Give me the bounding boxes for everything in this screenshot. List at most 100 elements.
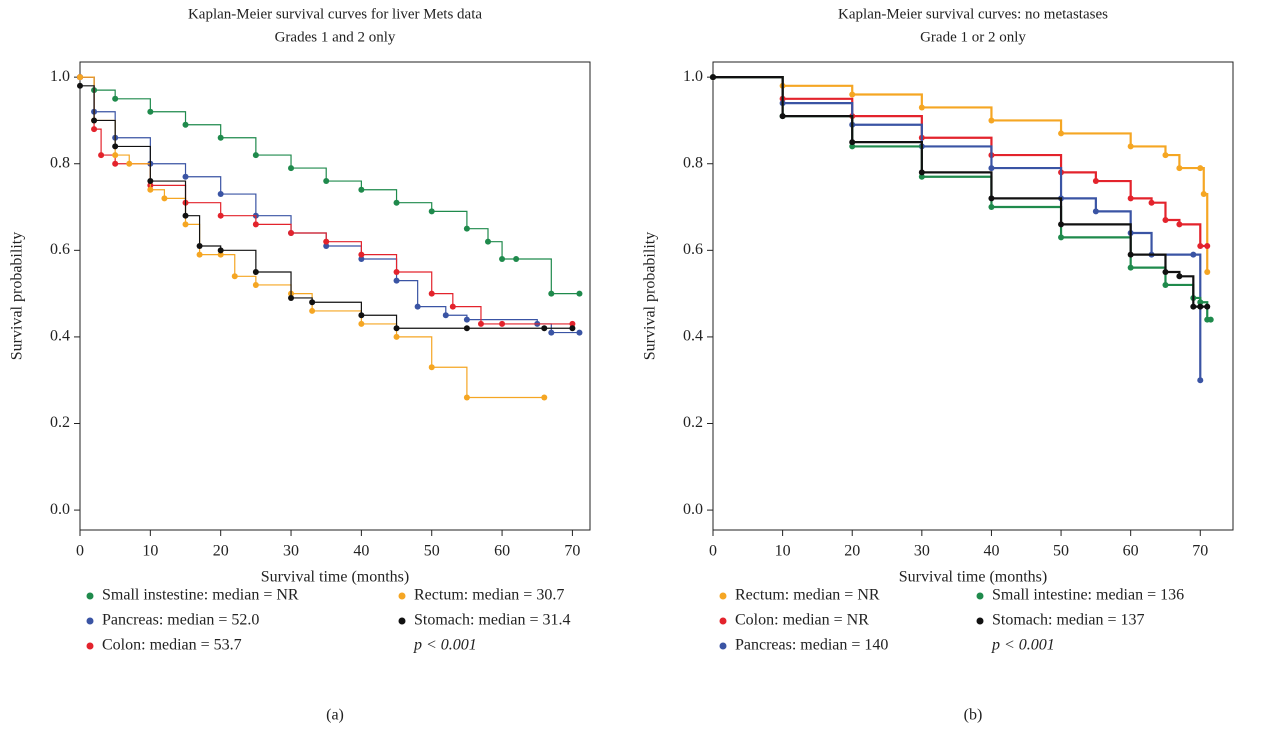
x-axis-label: Survival time (months) — [899, 569, 1047, 586]
legend-marker — [86, 617, 94, 625]
censor-point — [1190, 251, 1197, 258]
chart-title: Kaplan-Meier survival curves for liver M… — [188, 6, 482, 22]
censor-point — [147, 108, 154, 115]
chart-subtitle: Grade 1 or 2 only — [920, 29, 1026, 45]
censor-point — [147, 178, 154, 185]
censor-point — [393, 333, 400, 340]
censor-point — [1127, 264, 1134, 271]
censor-point — [513, 255, 520, 262]
censor-point — [988, 195, 995, 202]
censor-point — [182, 212, 189, 219]
legend-marker — [398, 617, 406, 625]
censor-point — [323, 238, 330, 245]
censor-point — [252, 268, 259, 275]
censor-point — [323, 242, 330, 249]
legend-label: Rectum: median = NR — [735, 587, 880, 604]
censor-point — [463, 316, 470, 323]
censor-point — [428, 290, 435, 297]
censor-point — [463, 225, 470, 232]
censor-point — [463, 394, 470, 401]
censor-point — [569, 320, 576, 327]
legend-marker — [976, 617, 984, 625]
censor-point — [1200, 191, 1207, 198]
legend-marker — [86, 592, 94, 600]
legend-label: Stomach: median = 137 — [992, 612, 1145, 629]
censor-point — [358, 320, 365, 327]
x-tick-label: 30 — [283, 543, 299, 560]
x-tick-label: 60 — [1123, 543, 1139, 560]
censor-point — [849, 91, 856, 98]
censor-point — [252, 221, 259, 228]
censor-point — [231, 273, 238, 280]
censor-point — [358, 312, 365, 319]
survival-curve — [80, 76, 545, 399]
censor-point — [252, 152, 259, 159]
survival-curve — [80, 85, 573, 329]
censor-point — [1207, 316, 1214, 323]
censor-point — [499, 320, 506, 327]
x-tick-label: 20 — [213, 543, 229, 560]
censor-point — [1162, 152, 1169, 159]
censor-point — [477, 320, 484, 327]
censor-point — [779, 113, 786, 120]
censor-point — [98, 152, 105, 159]
x-tick-label: 0 — [76, 543, 84, 560]
censor-point — [1127, 251, 1134, 258]
censor-point — [499, 255, 506, 262]
censor-point — [541, 325, 548, 332]
censor-point — [1162, 217, 1169, 224]
legend-label: Colon: median = 53.7 — [102, 637, 242, 654]
censor-point — [428, 364, 435, 371]
censor-point — [485, 238, 491, 245]
censor-point — [988, 204, 995, 211]
y-tick-label: 0.8 — [683, 154, 703, 171]
censor-point — [182, 121, 189, 128]
censor-point — [428, 208, 435, 215]
legend-marker — [86, 642, 94, 650]
censor-point — [217, 247, 224, 254]
censor-point — [196, 242, 203, 249]
censor-point — [252, 281, 259, 288]
censor-point — [1092, 178, 1099, 185]
censor-point — [1127, 143, 1134, 150]
censor-point — [1127, 195, 1134, 202]
censor-point — [710, 74, 716, 81]
censor-point — [217, 134, 224, 141]
censor-point — [112, 152, 119, 159]
y-tick-label: 0.8 — [50, 154, 70, 171]
y-tick-label: 0.2 — [50, 414, 70, 431]
survival-curve — [713, 76, 1209, 272]
censor-point — [1176, 221, 1183, 228]
y-tick-label: 1.0 — [683, 68, 703, 85]
censor-point — [1197, 299, 1204, 306]
y-tick-label: 0.4 — [683, 328, 703, 345]
p-value: p < 0.001 — [413, 637, 477, 654]
censor-point — [576, 290, 583, 297]
legend-label: Small instestine: median = NR — [102, 587, 299, 604]
x-tick-label: 10 — [142, 543, 158, 560]
censor-point — [541, 394, 548, 401]
legend-label: Stomach: median = 31.4 — [414, 612, 571, 629]
censor-point — [288, 230, 295, 237]
censor-point — [217, 212, 224, 219]
censor-point — [918, 169, 925, 176]
censor-point — [548, 290, 555, 297]
legend-label: Colon: median = NR — [735, 612, 869, 629]
legend-marker — [719, 592, 727, 600]
y-tick-label: 0.6 — [683, 241, 703, 258]
p-value: p < 0.001 — [991, 637, 1055, 654]
censor-point — [161, 195, 168, 202]
censor-point — [1092, 208, 1099, 215]
censor-point — [1197, 165, 1204, 172]
censor-point — [393, 277, 400, 284]
panel-label: (a) — [326, 707, 344, 724]
x-axis-label: Survival time (months) — [261, 569, 409, 586]
censor-point — [918, 104, 925, 111]
survival-curve — [80, 76, 573, 325]
censor-point — [414, 303, 421, 310]
legend-marker — [719, 617, 727, 625]
x-tick-label: 10 — [775, 543, 791, 560]
censor-point — [548, 329, 555, 336]
censor-point — [449, 303, 456, 310]
